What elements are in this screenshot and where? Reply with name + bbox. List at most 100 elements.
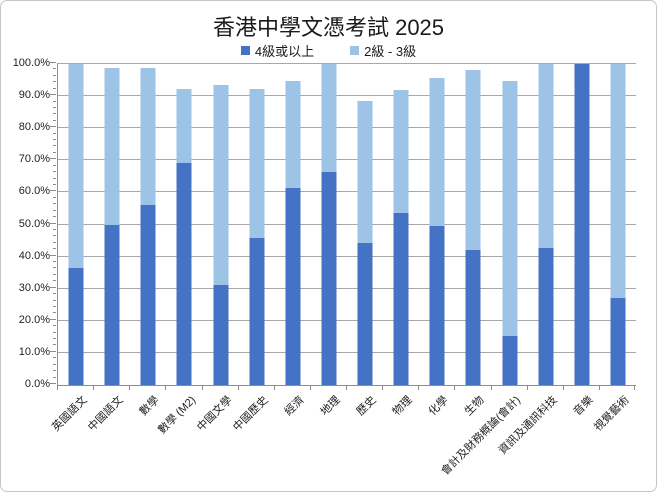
y-tick-label: 0.0% xyxy=(24,378,50,390)
bar-group xyxy=(239,64,275,385)
y-tick-label: 40.0% xyxy=(18,249,50,262)
legend-entry-level23: 2級 - 3級 xyxy=(350,41,416,60)
y-tick-minor xyxy=(53,164,56,166)
bar-segment-level23 xyxy=(213,85,229,286)
bar-segment-level4 xyxy=(140,204,156,385)
x-tick-label: 經濟 xyxy=(282,394,307,419)
y-tick-minor xyxy=(53,203,56,205)
y-tick-major xyxy=(50,94,56,96)
x-tick-label: 中國文學 xyxy=(194,394,235,434)
x-tick-label: 地理 xyxy=(318,394,343,419)
legend-label-level23: 2級 - 3級 xyxy=(364,44,417,59)
legend-label-level4: 4級或以上 xyxy=(254,44,315,59)
bar-stack-中國歷史 xyxy=(249,64,265,385)
y-tick-minor xyxy=(53,113,56,115)
x-tick xyxy=(526,385,528,390)
bar-segment-level23 xyxy=(429,78,445,226)
legend: 4級或以上 2級 - 3級 xyxy=(1,41,656,60)
y-tick-minor xyxy=(53,261,56,263)
gridline xyxy=(58,191,636,193)
plot-area xyxy=(57,63,636,386)
bars-container xyxy=(58,64,636,385)
gridline xyxy=(58,351,636,353)
bar-segment-level4 xyxy=(104,224,120,385)
gridline xyxy=(58,95,636,97)
bar-segment-level23 xyxy=(393,89,409,213)
bar-segment-level23 xyxy=(140,67,156,205)
bar-stack-中國文學 xyxy=(213,64,229,385)
y-tick-minor xyxy=(53,100,56,102)
y-tick-minor xyxy=(53,305,56,307)
bar-segment-level4 xyxy=(393,212,409,385)
bar-segment-level4 xyxy=(502,335,518,385)
x-tick xyxy=(454,385,456,390)
bar-stack-地理 xyxy=(321,64,337,385)
bar-segment-level4 xyxy=(285,187,301,385)
bar-stack-數學 (M2) xyxy=(176,64,192,385)
y-tick-label: 50.0% xyxy=(18,217,50,230)
x-tick-label: 中國歷史 xyxy=(230,394,271,434)
y-tick-label: 10.0% xyxy=(18,345,50,358)
x-tick xyxy=(598,385,600,390)
bar-segment-level4 xyxy=(176,163,192,385)
bar-group xyxy=(455,64,491,385)
bar-segment-level4 xyxy=(213,285,229,385)
y-tick-major xyxy=(50,126,56,128)
legend-swatch-level4-icon xyxy=(240,46,250,55)
y-axis: 0.0% 10.0% 20.0% 30.0% 40.0% 50.0% 60.0% 70.0% 8… xyxy=(1,57,56,390)
bar-stack-視覺藝術 xyxy=(610,64,626,385)
y-tick-minor xyxy=(53,241,56,243)
y-tick-major xyxy=(50,383,56,384)
y-tick-minor xyxy=(53,216,56,218)
bar-segment-level4 xyxy=(610,298,626,385)
bar-group xyxy=(311,64,347,385)
x-tick xyxy=(129,385,131,390)
x-tick xyxy=(490,385,492,390)
bar-stack-資訊及通訊科技 xyxy=(538,64,554,385)
gridline xyxy=(58,223,636,225)
bar-stack-會計及財務概論(會計) xyxy=(502,64,518,385)
legend-entry-level4: 4級或以上 xyxy=(240,41,315,60)
bar-group xyxy=(203,64,239,385)
y-tick-major xyxy=(50,286,56,288)
x-tick xyxy=(562,385,564,390)
y-tick-label: 90.0% xyxy=(18,89,50,102)
y-tick-minor xyxy=(53,299,56,301)
bar-segment-level4 xyxy=(429,225,445,385)
gridline xyxy=(58,319,636,321)
bar-stack-化學 xyxy=(429,64,445,385)
y-tick-minor xyxy=(53,171,56,173)
y-tick-minor xyxy=(53,177,56,179)
y-tick-minor xyxy=(53,370,56,372)
bar-group xyxy=(600,64,636,385)
x-tick-label: 物理 xyxy=(390,394,415,419)
x-tick xyxy=(57,385,58,390)
bar-segment-level23 xyxy=(465,70,481,250)
y-tick-minor xyxy=(53,325,56,327)
y-tick-minor xyxy=(53,376,56,378)
bar-segment-level4 xyxy=(574,64,590,385)
bar-stack-數學 xyxy=(140,64,156,385)
gridline xyxy=(58,255,636,257)
x-axis xyxy=(57,385,635,391)
y-tick-minor xyxy=(53,267,56,269)
bar-group xyxy=(419,64,455,385)
y-tick-major xyxy=(50,318,56,320)
bar-segment-level4 xyxy=(357,243,373,385)
y-tick-minor xyxy=(53,338,56,340)
y-tick-label: 20.0% xyxy=(18,313,50,326)
bar-segment-level23 xyxy=(104,67,120,225)
y-tick-minor xyxy=(53,139,56,141)
y-tick-label: 30.0% xyxy=(18,281,50,294)
bar-group xyxy=(564,64,600,385)
y-tick-major xyxy=(50,350,56,352)
y-tick-minor xyxy=(53,280,56,282)
bar-group xyxy=(347,64,383,385)
bar-stack-生物 xyxy=(465,64,481,385)
bar-group xyxy=(94,64,130,385)
x-tick-label: 歷史 xyxy=(354,394,379,419)
y-tick-minor xyxy=(53,132,56,134)
y-tick-minor xyxy=(53,74,56,76)
y-tick-minor xyxy=(53,209,56,211)
